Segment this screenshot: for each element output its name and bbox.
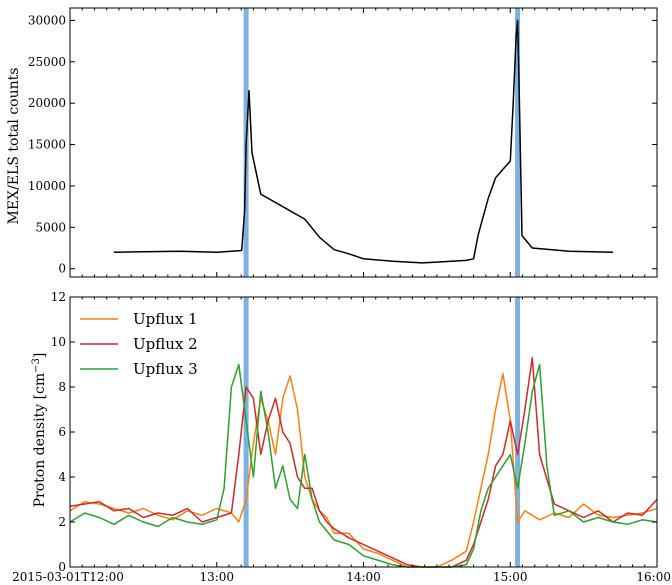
bottom-panel: 0 2 4 6 8 10 12 2015-03-01T12:00 13:00 14:00 15:00… bbox=[12, 290, 671, 584]
y-tick-label: 10 bbox=[51, 335, 66, 349]
x-tick-label: 16:00 bbox=[636, 570, 671, 584]
x-tick-label: 13:00 bbox=[199, 570, 234, 584]
legend-label: Upflux 2 bbox=[133, 335, 198, 353]
top-panel: 0 5000 10000 15000 20000 25000 30000 bbox=[28, 7, 658, 278]
top-y-axis-label: MEX/ELS total counts bbox=[6, 68, 22, 225]
legend-label: Upflux 1 bbox=[133, 310, 198, 328]
y-tick-label: 10000 bbox=[28, 179, 66, 193]
bottom-y-axis-label: Proton density [cm−3] bbox=[31, 353, 49, 508]
y-tick-label: 20000 bbox=[28, 96, 66, 110]
highlight-band-2 bbox=[515, 297, 521, 567]
y-tick-label: 5000 bbox=[35, 220, 66, 234]
y-tick-label: 6 bbox=[58, 425, 66, 439]
axes-frame bbox=[69, 7, 658, 278]
series-line-counts bbox=[113, 19, 614, 264]
y-tick-label: 2 bbox=[58, 515, 66, 529]
x-tick-label: 15:00 bbox=[493, 570, 528, 584]
highlight-band-1 bbox=[243, 297, 249, 567]
x-tick-label: 14:00 bbox=[346, 570, 381, 584]
y-tick-label: 12 bbox=[51, 290, 66, 304]
series-line-upflux-1 bbox=[69, 372, 658, 568]
series-line-upflux-2 bbox=[69, 357, 658, 568]
y-tick-label: 30000 bbox=[28, 13, 66, 27]
legend-label: Upflux 3 bbox=[133, 360, 198, 378]
unit-superscript: −3 bbox=[31, 358, 42, 373]
x-tick-label: 2015-03-01T12:00 bbox=[12, 570, 124, 584]
y-tick-label: 15000 bbox=[28, 138, 66, 152]
y-tick-label: 0 bbox=[58, 262, 66, 276]
y-tick-label: 4 bbox=[58, 470, 66, 484]
y-tick-label: 25000 bbox=[28, 55, 66, 69]
highlight-band-2 bbox=[515, 8, 521, 277]
y-tick-label: 0 bbox=[58, 560, 66, 574]
series-line-upflux-3 bbox=[69, 363, 658, 568]
y-tick-label: 8 bbox=[58, 380, 66, 394]
